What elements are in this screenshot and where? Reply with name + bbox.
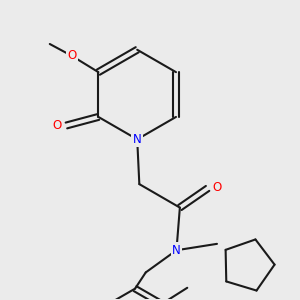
Text: O: O: [52, 119, 62, 132]
Text: N: N: [172, 244, 181, 257]
Text: O: O: [67, 50, 76, 62]
Text: O: O: [213, 181, 222, 194]
Text: N: N: [133, 133, 142, 146]
